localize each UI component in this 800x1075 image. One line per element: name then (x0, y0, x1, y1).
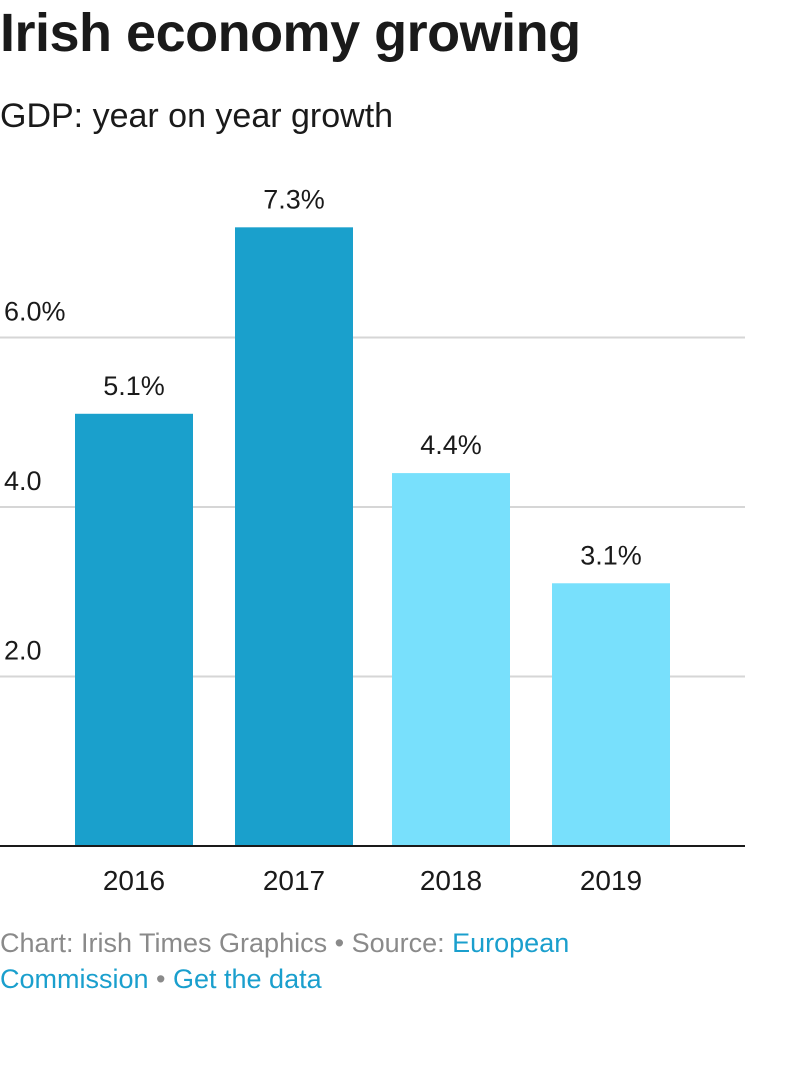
value-label: 5.1% (103, 371, 165, 401)
bar-2018 (392, 473, 510, 846)
bar-2016 (75, 413, 193, 846)
chart-subtitle: GDP: year on year growth (0, 97, 394, 135)
x-tick-label: 2019 (580, 865, 642, 896)
bar-chart: 5.1%7.3%4.4%3.1% 2.04.06.0%2016 2017 2018 2… (0, 184, 745, 897)
get-the-data-link[interactable]: Get the data (173, 964, 322, 994)
value-label: 7.3% (263, 184, 325, 214)
value-label: 3.1% (580, 540, 642, 570)
source-link[interactable]: European Commission (0, 928, 570, 994)
source-prefix: Source: (351, 928, 453, 958)
y-tick-label: 6.0% (4, 297, 66, 327)
y-tick-label: 4.0 (4, 466, 42, 496)
value-labels: 5.1% 7.3% 4.4% 3.1% (103, 184, 642, 570)
chart-title: Irish economy growing (0, 3, 581, 63)
separator: • (327, 928, 352, 958)
x-tick-label: 2017 (263, 865, 325, 896)
bar-2019 (552, 583, 670, 846)
axis-ticks: 2.0 4.0 6.0% 2016 2017 2018 2019 (4, 297, 642, 897)
bar-2017 (235, 227, 353, 846)
chart-footer: Chart: Irish Times Graphics • Source: Eu… (0, 925, 720, 997)
separator: • (148, 964, 173, 994)
y-tick-label: 2.0 (4, 636, 42, 666)
x-tick-label: 2016 (103, 865, 165, 896)
value-label: 4.4% (420, 430, 482, 460)
x-tick-label: 2018 (420, 865, 482, 896)
bars (75, 227, 670, 846)
chart-credit: Chart: Irish Times Graphics (0, 928, 328, 958)
